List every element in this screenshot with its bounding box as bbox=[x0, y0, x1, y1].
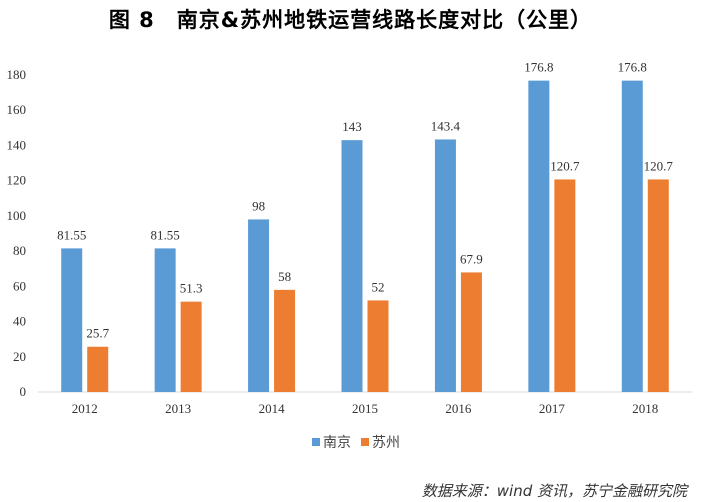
x-tick-label: 2012 bbox=[72, 401, 98, 416]
chart-title: 图 8 南京&苏州地铁运营线路长度对比（公里） bbox=[108, 8, 593, 32]
y-tick-label: 60 bbox=[13, 278, 26, 293]
data-label: 143 bbox=[342, 119, 362, 134]
y-tick-label: 20 bbox=[13, 349, 26, 364]
data-label: 176.8 bbox=[524, 60, 553, 75]
y-tick-label: 120 bbox=[7, 173, 27, 188]
bar-suzhou-2013 bbox=[180, 301, 202, 392]
y-tick-label: 80 bbox=[13, 243, 26, 258]
data-label: 52 bbox=[372, 279, 385, 294]
data-label: 120.7 bbox=[550, 158, 580, 173]
bar-suzhou-2014 bbox=[274, 289, 296, 392]
bar-nanjing-2017 bbox=[528, 80, 550, 392]
y-tick-label: 100 bbox=[7, 208, 27, 223]
x-tick-label: 2015 bbox=[352, 401, 378, 416]
bar-nanjing-2018 bbox=[621, 80, 643, 392]
data-label: 81.55 bbox=[57, 227, 86, 242]
y-tick-label: 0 bbox=[20, 384, 27, 399]
data-label: 51.3 bbox=[180, 281, 203, 296]
legend-swatch bbox=[361, 438, 369, 446]
bar-nanjing-2012 bbox=[61, 248, 83, 392]
source-note: 数据来源：wind 资讯，苏宁金融研究院 bbox=[421, 482, 687, 500]
bar-nanjing-2015 bbox=[341, 140, 363, 392]
bar-suzhou-2012 bbox=[87, 346, 109, 392]
bar-suzhou-2015 bbox=[367, 300, 389, 392]
y-tick-label: 180 bbox=[7, 67, 27, 82]
data-label: 25.7 bbox=[86, 326, 109, 341]
legend-label: 南京 bbox=[323, 435, 351, 451]
data-label: 58 bbox=[278, 269, 291, 284]
bar-suzhou-2017 bbox=[554, 179, 576, 392]
legend: 南京 苏州 bbox=[312, 432, 400, 452]
y-tick-label: 160 bbox=[7, 102, 27, 117]
y-tick-label: 140 bbox=[7, 137, 27, 152]
bar-suzhou-2016 bbox=[460, 272, 482, 392]
data-label: 81.55 bbox=[151, 227, 180, 242]
bar-suzhou-2018 bbox=[647, 179, 669, 392]
data-label: 143.4 bbox=[431, 118, 461, 133]
data-label: 98 bbox=[252, 198, 265, 213]
legend-item-suzhou: 苏州 bbox=[361, 432, 400, 452]
bar-nanjing-2016 bbox=[434, 139, 456, 392]
x-tick-label: 2017 bbox=[539, 401, 566, 416]
data-label: 120.7 bbox=[644, 158, 674, 173]
x-tick-label: 2013 bbox=[165, 401, 191, 416]
legend-label: 苏州 bbox=[372, 435, 400, 451]
x-tick-label: 2018 bbox=[632, 401, 658, 416]
legend-swatch bbox=[312, 438, 320, 446]
x-tick-label: 2016 bbox=[445, 401, 472, 416]
x-tick-label: 2014 bbox=[259, 401, 286, 416]
data-label: 176.8 bbox=[618, 60, 647, 75]
data-label: 67.9 bbox=[460, 251, 483, 266]
bar-nanjing-2013 bbox=[154, 248, 176, 392]
legend-item-nanjing: 南京 bbox=[312, 432, 351, 452]
y-tick-label: 40 bbox=[13, 314, 26, 329]
bar-nanjing-2014 bbox=[248, 219, 270, 392]
